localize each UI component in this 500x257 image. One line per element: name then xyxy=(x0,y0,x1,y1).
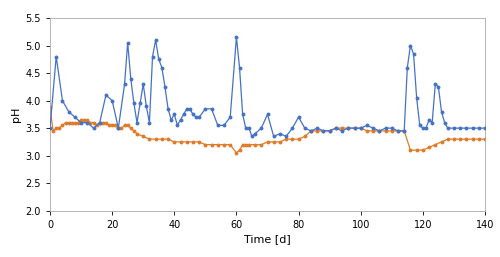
Y-axis label: pH: pH xyxy=(12,107,22,122)
X-axis label: Time [d]: Time [d] xyxy=(244,234,291,244)
